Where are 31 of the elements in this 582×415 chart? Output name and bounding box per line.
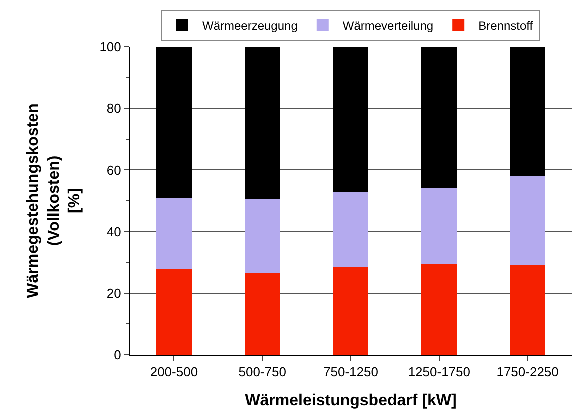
legend-label: Wärmeverteilung — [342, 19, 434, 34]
legend-label: Brennstoff — [478, 19, 534, 34]
y-tick-label: 0 — [114, 348, 122, 363]
bar — [156, 198, 192, 269]
x-tick-label: 200-500 — [150, 364, 198, 380]
x-tick-label: 750-1250 — [324, 364, 378, 380]
bar — [156, 47, 192, 198]
bar — [510, 47, 546, 176]
y-tick-label: 60 — [106, 162, 122, 178]
bar — [510, 176, 546, 266]
y-tick-label: 80 — [106, 101, 122, 116]
bar — [244, 47, 280, 200]
y-tick-label: 20 — [106, 286, 122, 301]
bar — [333, 192, 369, 268]
x-tick-label: 500-750 — [238, 364, 286, 380]
x-tick-label: 1250-1750 — [408, 364, 470, 380]
x-axis-title: Wärmeleistungsbedarf [kW] — [245, 392, 457, 410]
bar — [244, 199, 280, 274]
bar — [156, 268, 192, 355]
legend-label: Wärmeerzeugung — [202, 19, 298, 34]
y-tick-label: 40 — [106, 224, 122, 240]
x-tick-label: 1750-2250 — [496, 364, 559, 380]
bar — [244, 273, 280, 355]
bar — [333, 47, 369, 192]
y-axis-title: Wärmegestehungskosten (Vollkosten) [%] — [24, 104, 84, 298]
bar — [333, 267, 369, 355]
y-tick-label: 100 — [100, 40, 122, 55]
bar — [422, 264, 458, 355]
bar — [422, 47, 458, 189]
bar — [510, 266, 546, 355]
bar — [422, 188, 458, 264]
